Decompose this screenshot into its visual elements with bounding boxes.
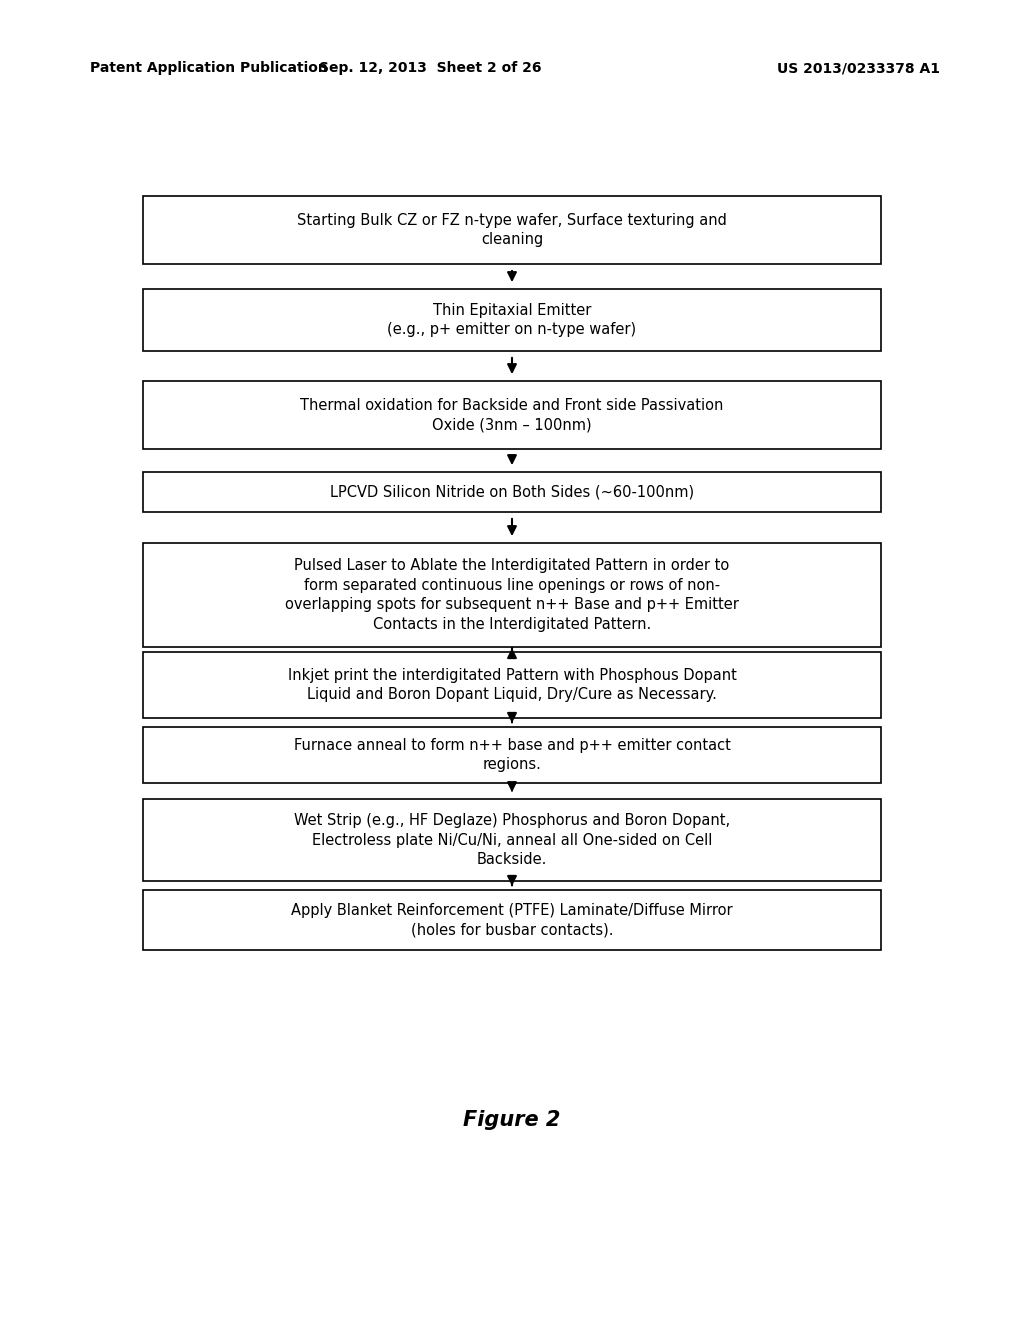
Bar	[143, 727, 881, 783]
Bar	[143, 543, 881, 647]
Text: Wet Strip (e.g., HF Deglaze) Phosphorus and Boron Dopant,
Electroless plate Ni/C: Wet Strip (e.g., HF Deglaze) Phosphorus …	[294, 813, 730, 867]
Text: Furnace anneal to form n++ base and p++ emitter contact
regions.: Furnace anneal to form n++ base and p++ …	[294, 738, 730, 772]
Text: Thermal oxidation for Backside and Front side Passivation
Oxide (3nm – 100nm): Thermal oxidation for Backside and Front…	[300, 397, 724, 433]
Text: Figure 2: Figure 2	[463, 1110, 561, 1130]
Text: Pulsed Laser to Ablate the Interdigitated Pattern in order to
form separated con: Pulsed Laser to Ablate the Interdigitate…	[285, 558, 739, 632]
Text: US 2013/0233378 A1: US 2013/0233378 A1	[777, 61, 940, 75]
Text: Apply Blanket Reinforcement (PTFE) Laminate/Diffuse Mirror
(holes for busbar con: Apply Blanket Reinforcement (PTFE) Lamin…	[291, 903, 733, 937]
Bar	[143, 652, 881, 718]
Bar	[143, 890, 881, 950]
Bar	[143, 289, 881, 351]
Text: Patent Application Publication: Patent Application Publication	[90, 61, 328, 75]
Bar	[143, 195, 881, 264]
Bar	[143, 799, 881, 880]
Bar	[143, 381, 881, 449]
Bar	[143, 473, 881, 512]
Text: Thin Epitaxial Emitter
(e.g., p+ emitter on n-type wafer): Thin Epitaxial Emitter (e.g., p+ emitter…	[387, 302, 637, 338]
Text: Starting Bulk CZ or FZ n-type wafer, Surface texturing and
cleaning: Starting Bulk CZ or FZ n-type wafer, Sur…	[297, 213, 727, 247]
Text: Inkjet print the interdigitated Pattern with Phosphous Dopant
Liquid and Boron D: Inkjet print the interdigitated Pattern …	[288, 668, 736, 702]
Text: LPCVD Silicon Nitride on Both Sides (~60-100nm): LPCVD Silicon Nitride on Both Sides (~60…	[330, 484, 694, 499]
Text: Sep. 12, 2013  Sheet 2 of 26: Sep. 12, 2013 Sheet 2 of 26	[318, 61, 542, 75]
